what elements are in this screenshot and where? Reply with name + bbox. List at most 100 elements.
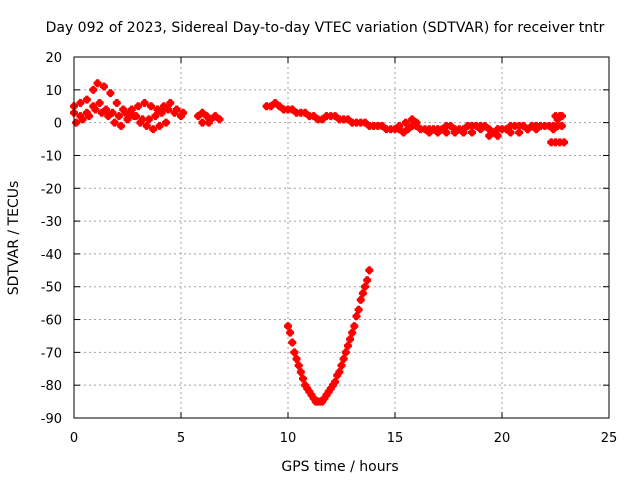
data-point bbox=[331, 377, 340, 386]
data-point bbox=[172, 105, 181, 114]
data-point bbox=[294, 361, 303, 370]
data-point bbox=[557, 121, 566, 130]
data-point bbox=[108, 108, 117, 117]
data-point bbox=[442, 128, 451, 137]
data-point bbox=[290, 348, 299, 357]
y-tick-label: -20 bbox=[41, 182, 62, 197]
chart-title: Day 092 of 2023, Sidereal Day-to-day VTE… bbox=[46, 20, 605, 36]
data-point bbox=[99, 82, 108, 91]
data-point bbox=[358, 289, 367, 298]
data-point bbox=[78, 115, 87, 124]
data-point bbox=[519, 121, 528, 130]
data-point bbox=[502, 125, 511, 134]
data-point bbox=[476, 125, 485, 134]
data-point bbox=[286, 328, 295, 337]
data-point bbox=[112, 98, 121, 107]
y-tick-label: -40 bbox=[41, 248, 62, 263]
data-point bbox=[142, 121, 151, 130]
y-axis-label: SDTVAR / TECUs bbox=[6, 181, 22, 296]
data-point bbox=[159, 102, 168, 111]
x-tick-label: 0 bbox=[70, 431, 78, 446]
y-tick-label: -70 bbox=[41, 346, 62, 361]
data-point bbox=[106, 89, 115, 98]
y-tick-label: -30 bbox=[41, 215, 62, 230]
data-point bbox=[82, 95, 91, 104]
data-point bbox=[433, 128, 442, 137]
data-point bbox=[129, 112, 138, 121]
y-tick-label: -80 bbox=[41, 379, 62, 394]
plot-frame bbox=[73, 56, 610, 419]
data-point bbox=[515, 128, 524, 137]
data-point bbox=[339, 354, 348, 363]
y-tick-label: -50 bbox=[41, 281, 62, 296]
data-point bbox=[110, 118, 119, 127]
data-point bbox=[425, 128, 434, 137]
data-point bbox=[412, 118, 421, 127]
data-point bbox=[76, 98, 85, 107]
data-point bbox=[102, 105, 111, 114]
data-point bbox=[335, 368, 344, 377]
data-point bbox=[292, 354, 301, 363]
x-tick-label: 25 bbox=[601, 431, 618, 446]
x-tick-label: 5 bbox=[177, 431, 185, 446]
data-point bbox=[555, 112, 564, 121]
data-point bbox=[147, 102, 156, 111]
data-point bbox=[149, 125, 158, 134]
data-point bbox=[95, 98, 104, 107]
data-point bbox=[361, 118, 370, 127]
data-point bbox=[348, 328, 357, 337]
x-tick-label: 20 bbox=[494, 431, 511, 446]
data-point bbox=[341, 348, 350, 357]
data-point bbox=[155, 121, 164, 130]
data-point bbox=[363, 276, 372, 285]
data-point bbox=[91, 105, 100, 114]
data-point bbox=[215, 115, 224, 124]
data-point bbox=[365, 266, 374, 275]
data-point bbox=[284, 322, 292, 331]
data-point bbox=[459, 128, 468, 137]
data-point bbox=[162, 118, 171, 127]
y-tick-label: 0 bbox=[54, 117, 62, 132]
data-point bbox=[468, 128, 477, 137]
data-point bbox=[153, 105, 162, 114]
data-point bbox=[356, 295, 365, 304]
data-point bbox=[93, 79, 102, 88]
data-point bbox=[114, 112, 123, 121]
ticks: 0 5 10 15 20 25 20 10 0 -10 -20 -30 -40 -50 -60 -70 -80 -… bbox=[41, 51, 618, 446]
data-point bbox=[350, 322, 359, 331]
data-points bbox=[70, 79, 569, 406]
data-point bbox=[395, 121, 404, 130]
data-point bbox=[179, 108, 188, 117]
data-point bbox=[134, 102, 143, 111]
data-point bbox=[151, 112, 160, 121]
data-point bbox=[401, 118, 410, 127]
data-point bbox=[560, 138, 569, 147]
data-point bbox=[127, 105, 136, 114]
data-point bbox=[361, 282, 370, 291]
x-tick-label: 10 bbox=[280, 431, 297, 446]
y-tick-label: 20 bbox=[45, 51, 62, 66]
data-point bbox=[346, 335, 355, 344]
x-tick-label: 15 bbox=[387, 431, 404, 446]
data-point bbox=[123, 115, 132, 124]
data-point bbox=[298, 374, 307, 383]
data-point bbox=[121, 108, 130, 117]
data-point bbox=[354, 305, 363, 314]
data-point bbox=[532, 125, 541, 134]
data-point bbox=[136, 118, 145, 127]
data-point bbox=[117, 121, 126, 130]
x-axis-label: GPS time / hours bbox=[281, 459, 398, 475]
data-point bbox=[352, 312, 361, 321]
data-point bbox=[204, 118, 213, 127]
data-point bbox=[144, 115, 153, 124]
data-point bbox=[84, 112, 93, 121]
data-point bbox=[97, 108, 106, 117]
data-point bbox=[166, 98, 175, 107]
data-point bbox=[140, 98, 149, 107]
data-point bbox=[331, 112, 340, 121]
y-tick-label: 10 bbox=[45, 84, 62, 99]
data-point bbox=[104, 112, 113, 121]
data-point bbox=[493, 131, 502, 140]
data-point bbox=[288, 338, 297, 347]
